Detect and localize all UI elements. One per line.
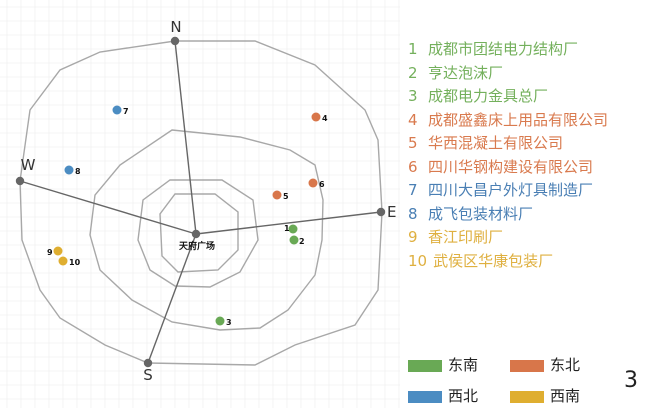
axis-end-w xyxy=(15,176,25,186)
legend-item: 6 四川华钢构建设有限公司 xyxy=(408,156,608,180)
factory-marker-label: 2 xyxy=(299,237,305,246)
legend-number: 1 xyxy=(408,40,418,58)
category-label: 东北 xyxy=(550,356,581,374)
legend-name: 四川华钢构建设有限公司 xyxy=(428,157,594,176)
street-network xyxy=(0,0,400,408)
center-marker xyxy=(191,229,201,239)
legend-name: 成都电力金具总厂 xyxy=(428,87,549,105)
legend-number: 7 xyxy=(408,181,418,199)
factory-marker-10[interactable] xyxy=(58,256,68,266)
legend-item: 5 华西混凝土有限公司 xyxy=(408,132,608,156)
legend-name: 亨达泡沫厂 xyxy=(428,63,504,82)
legend-name: 成都盛鑫床上用品有限公司 xyxy=(428,110,609,129)
axis-end-e xyxy=(376,207,386,217)
legend-item: 7 四川大昌户外灯具制造厂 xyxy=(408,179,608,203)
factory-marker-7[interactable] xyxy=(112,105,122,115)
category-southwest: 西南 xyxy=(510,385,580,406)
factory-legend: 1 成都市团结电力结构厂 2 亨达泡沫厂 3 成都电力金具总厂 4 成都盛鑫床上用品有限公司 5… xyxy=(408,38,608,273)
page-number: 3 xyxy=(624,368,638,393)
legend-item: 4 成都盛鑫床上用品有限公司 xyxy=(408,109,608,133)
factory-marker-label: 7 xyxy=(123,107,129,116)
factory-marker-2[interactable] xyxy=(289,235,299,245)
legend-item: 9 香江印刷厂 xyxy=(408,226,608,250)
factory-marker-label: 4 xyxy=(322,114,328,123)
swatch-northeast xyxy=(510,359,544,372)
category-northeast: 东北 xyxy=(510,354,580,375)
legend-name: 成飞包装材料厂 xyxy=(428,204,534,223)
category-southeast: 东南 xyxy=(408,354,478,375)
factory-marker-label: 9 xyxy=(47,248,53,257)
legend-number: 5 xyxy=(408,134,418,152)
legend-name: 武侯区华康包装厂 xyxy=(433,251,554,270)
factory-marker-label: 1 xyxy=(284,224,290,233)
outer-ring-road xyxy=(19,40,383,366)
factory-marker-label: 5 xyxy=(283,192,289,201)
category-label: 西南 xyxy=(550,387,581,405)
legend-name: 成都市团结电力结构厂 xyxy=(428,40,579,58)
factory-marker-label: 3 xyxy=(226,318,232,327)
axis-line-w xyxy=(19,180,197,235)
first-ring-road xyxy=(159,193,239,273)
swatch-northwest xyxy=(408,390,442,403)
third-ring-road xyxy=(89,129,324,331)
factory-marker-8[interactable] xyxy=(64,165,74,175)
legend-number: 8 xyxy=(408,204,418,223)
factory-marker-9[interactable] xyxy=(53,246,63,256)
axis-line-s xyxy=(147,233,197,364)
category-label: 东南 xyxy=(448,356,479,374)
factory-marker-1[interactable] xyxy=(288,224,298,234)
legend-item: 10 武侯区华康包装厂 xyxy=(408,250,608,274)
category-northwest: 西北 xyxy=(408,385,478,406)
legend-number: 10 xyxy=(408,251,428,270)
legend-name: 华西混凝土有限公司 xyxy=(428,134,564,152)
factory-marker-label: 10 xyxy=(69,258,81,267)
legend-number: 9 xyxy=(408,228,418,246)
legend-number: 4 xyxy=(408,110,418,129)
factory-marker-label: 6 xyxy=(319,180,325,189)
legend-number: 2 xyxy=(408,63,418,82)
second-ring-road xyxy=(137,179,259,288)
legend-item: 8 成飞包装材料厂 xyxy=(408,203,608,227)
legend-item: 1 成都市团结电力结构厂 xyxy=(408,38,608,62)
legend-item: 3 成都电力金具总厂 xyxy=(408,85,608,109)
factory-marker-5[interactable] xyxy=(272,190,282,200)
legend-number: 3 xyxy=(408,87,418,105)
legend-name: 四川大昌户外灯具制造厂 xyxy=(428,181,594,199)
axis-end-s xyxy=(143,358,153,368)
factory-marker-label: 8 xyxy=(75,167,81,176)
swatch-southwest xyxy=(510,390,544,403)
north-label: N xyxy=(170,18,181,36)
category-label: 西北 xyxy=(448,387,479,405)
west-label: W xyxy=(21,156,36,174)
legend-item: 2 亨达泡沫厂 xyxy=(408,62,608,86)
tianfu-square-label: 天府广场 xyxy=(179,240,215,252)
swatch-southeast xyxy=(408,359,442,372)
city-map: 12 3 4 5 6 7 8 9 10 N E S W 天府广场 xyxy=(0,0,400,408)
factory-marker-4[interactable] xyxy=(311,112,321,122)
east-label: E xyxy=(387,203,396,221)
south-label: S xyxy=(143,366,153,384)
axis-line-e xyxy=(195,211,382,235)
legend-number: 6 xyxy=(408,157,418,176)
legend-name: 香江印刷厂 xyxy=(428,228,504,246)
axis-end-n xyxy=(170,36,180,46)
axis-line-n xyxy=(174,40,197,235)
factory-marker-6[interactable] xyxy=(308,178,318,188)
factory-marker-3[interactable] xyxy=(215,316,225,326)
